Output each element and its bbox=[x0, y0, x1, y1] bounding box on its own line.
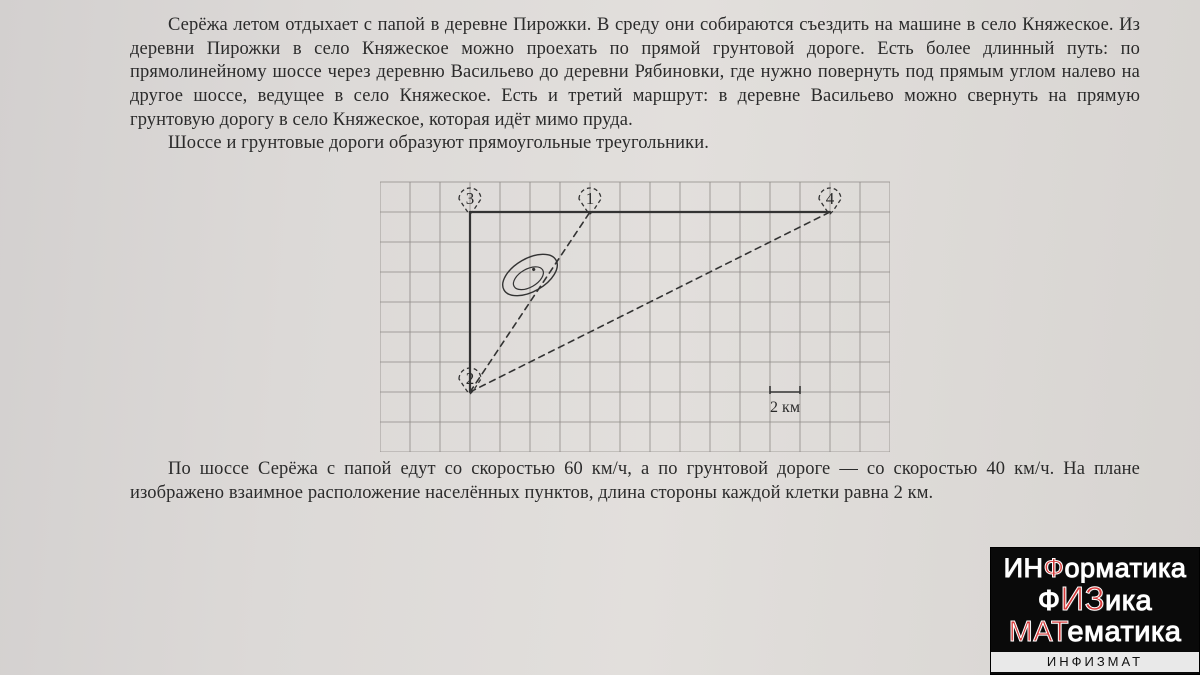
logo-l1-hl: Ф bbox=[1043, 553, 1064, 583]
problem-paragraph-1: Серёжа летом отдыхает с папой в деревне … bbox=[130, 14, 1140, 132]
problem-paragraph-3: По шоссе Серёжа с папой едут со скорость… bbox=[130, 458, 1140, 505]
svg-text:3: 3 bbox=[466, 189, 475, 208]
logo-l3-post: ематика bbox=[1067, 616, 1181, 648]
logo-l1-post: орматика bbox=[1065, 553, 1187, 583]
svg-text:2: 2 bbox=[466, 369, 475, 388]
svg-text:4: 4 bbox=[826, 189, 835, 208]
p1-text: Серёжа летом отдыхает с папой в деревне … bbox=[130, 15, 1140, 130]
svg-text:2 км: 2 км bbox=[770, 399, 800, 416]
logo-l3-hl: МАТ bbox=[1009, 616, 1068, 648]
diagram-container: 3 1 4 2 2 км bbox=[130, 166, 1140, 452]
svg-text:1: 1 bbox=[586, 189, 595, 208]
map-diagram: 3 1 4 2 2 км bbox=[380, 166, 890, 452]
p2-text: Шоссе и грунтовые дороги образуют прямоу… bbox=[168, 133, 709, 153]
logo-line-2: ФИЗика bbox=[991, 582, 1199, 617]
logo-line-1: ИНФорматика bbox=[991, 554, 1199, 582]
channel-logo: ИНФорматика ФИЗика МАТематика ИНФИЗМАТ bbox=[990, 547, 1200, 675]
logo-l2-post: ика bbox=[1105, 585, 1152, 617]
logo-l2-pre: Ф bbox=[1038, 585, 1061, 617]
logo-l2-hl: ИЗ bbox=[1060, 580, 1105, 617]
p3-text: По шоссе Серёжа с папой едут со скорость… bbox=[130, 459, 1140, 503]
problem-paragraph-2: Шоссе и грунтовые дороги образуют прямоу… bbox=[130, 132, 1140, 156]
logo-l1-pre: ИН bbox=[1004, 553, 1044, 583]
logo-line-3: МАТематика bbox=[991, 617, 1199, 647]
logo-band: ИНФИЗМАТ bbox=[991, 652, 1199, 672]
